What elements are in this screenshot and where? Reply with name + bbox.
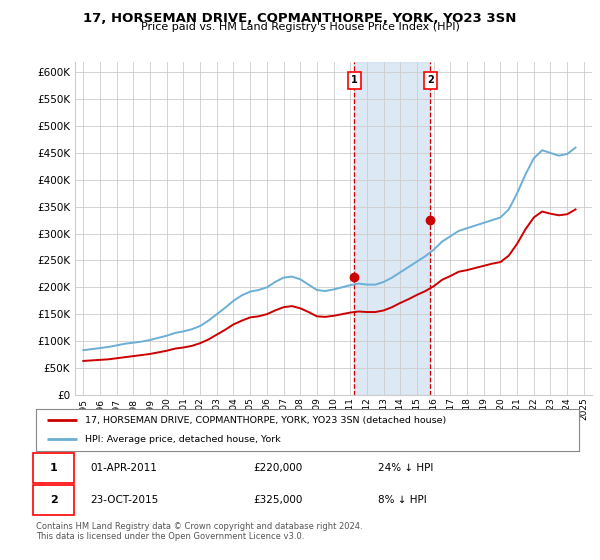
Text: Contains HM Land Registry data © Crown copyright and database right 2024.
This d: Contains HM Land Registry data © Crown c… xyxy=(36,522,362,542)
FancyBboxPatch shape xyxy=(33,485,74,515)
Bar xyxy=(355,62,430,395)
Text: 8% ↓ HPI: 8% ↓ HPI xyxy=(378,495,427,505)
Text: 23-OCT-2015: 23-OCT-2015 xyxy=(91,495,158,505)
Text: 01-APR-2011: 01-APR-2011 xyxy=(91,463,157,473)
Text: HPI: Average price, detached house, York: HPI: Average price, detached house, York xyxy=(85,435,281,444)
Text: 17, HORSEMAN DRIVE, COPMANTHORPE, YORK, YO23 3SN (detached house): 17, HORSEMAN DRIVE, COPMANTHORPE, YORK, … xyxy=(85,416,446,424)
Text: 1: 1 xyxy=(50,463,58,473)
Text: 17, HORSEMAN DRIVE, COPMANTHORPE, YORK, YO23 3SN: 17, HORSEMAN DRIVE, COPMANTHORPE, YORK, … xyxy=(83,12,517,25)
Text: £325,000: £325,000 xyxy=(253,495,302,505)
Text: Price paid vs. HM Land Registry's House Price Index (HPI): Price paid vs. HM Land Registry's House … xyxy=(140,22,460,32)
Text: 2: 2 xyxy=(50,495,58,505)
Text: 2: 2 xyxy=(427,76,434,86)
Text: 24% ↓ HPI: 24% ↓ HPI xyxy=(378,463,433,473)
Text: 1: 1 xyxy=(351,76,358,86)
FancyBboxPatch shape xyxy=(33,453,74,483)
Text: £220,000: £220,000 xyxy=(253,463,302,473)
